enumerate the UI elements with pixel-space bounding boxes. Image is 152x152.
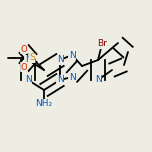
Text: Br: Br: [97, 40, 107, 48]
Text: O: O: [21, 45, 27, 54]
Text: N: N: [69, 73, 75, 81]
Text: NH₂: NH₂: [35, 100, 53, 109]
Text: N: N: [25, 76, 31, 85]
Text: O: O: [21, 62, 27, 71]
Text: N: N: [25, 55, 31, 64]
Text: S: S: [29, 54, 35, 62]
Text: N: N: [57, 76, 63, 85]
Text: N: N: [95, 76, 101, 85]
Text: N: N: [57, 55, 63, 64]
Text: N: N: [69, 50, 75, 59]
